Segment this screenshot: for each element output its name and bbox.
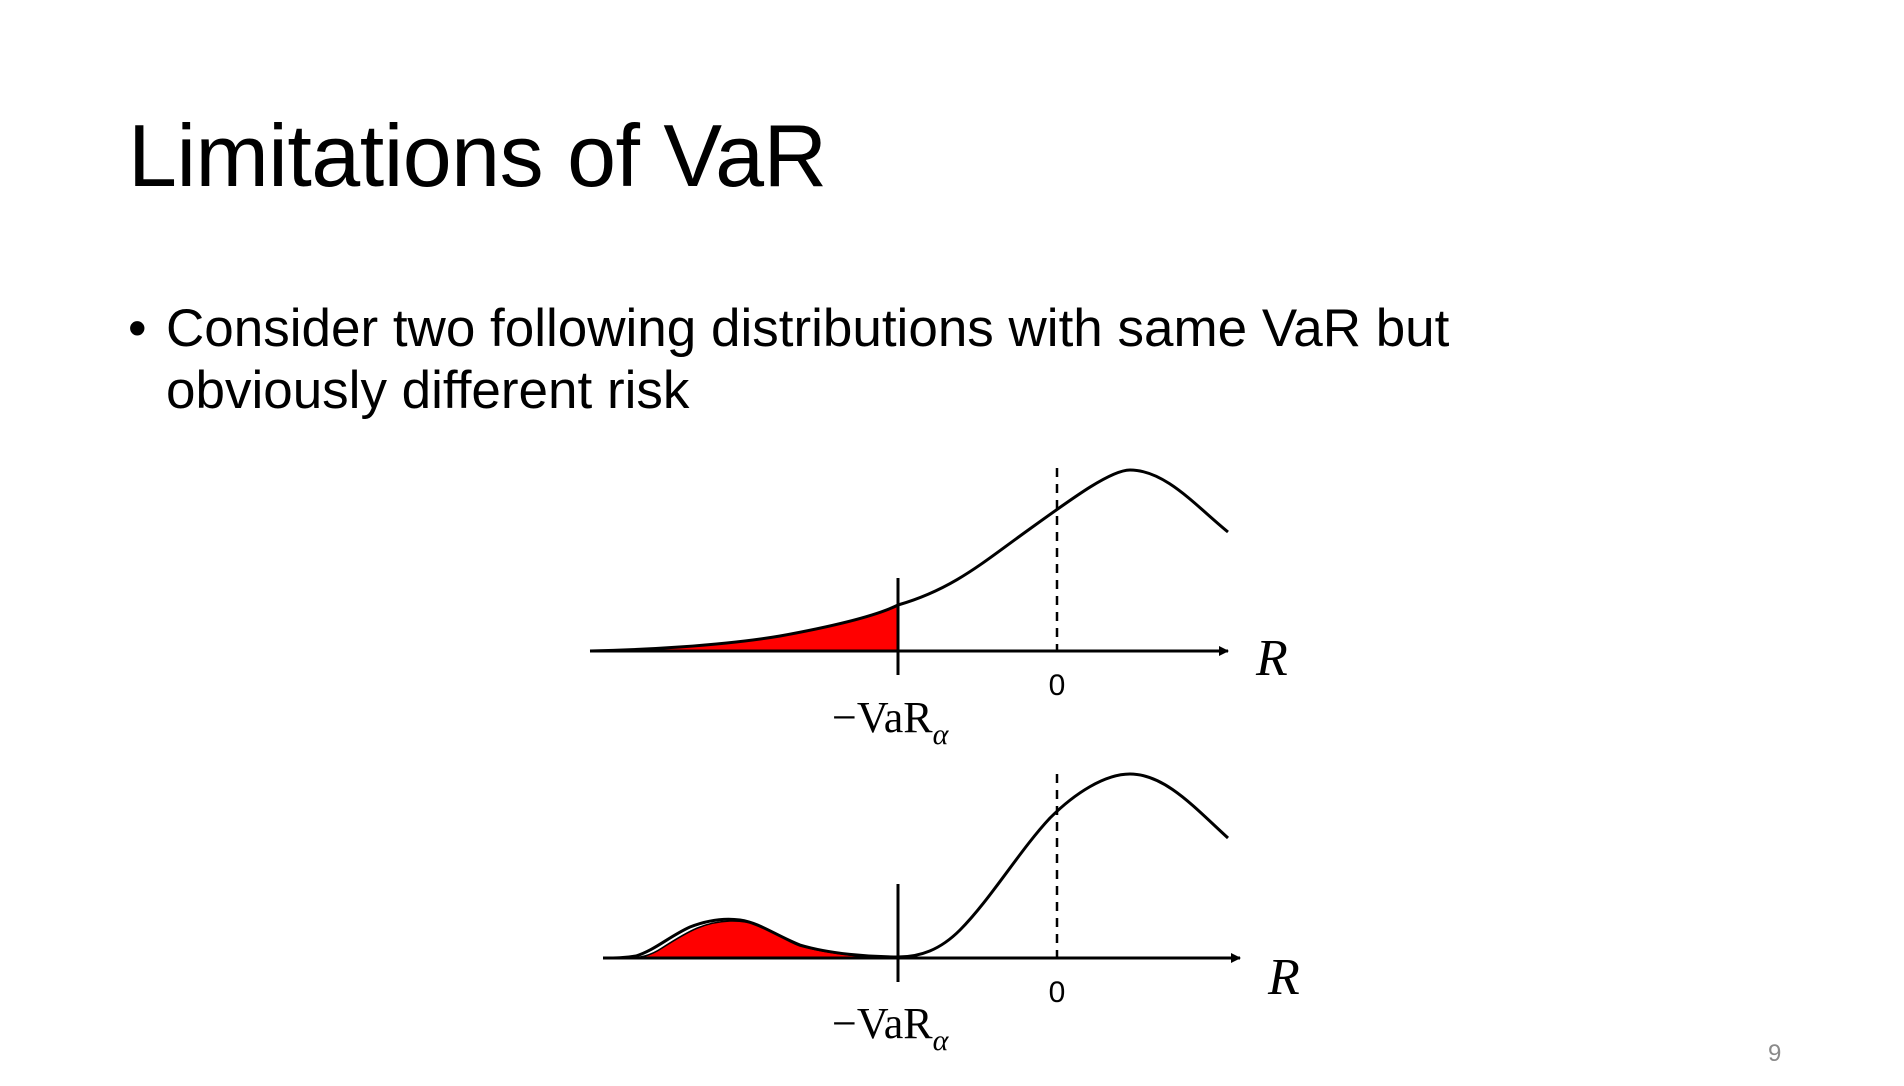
distribution-panel-bottom: 0 R −VaRα: [602, 772, 1300, 1057]
var-label-prefix: −VaR: [832, 999, 933, 1048]
var-label-bottom: −VaRα: [832, 999, 950, 1057]
axis-label-r-top: R: [1255, 630, 1288, 687]
bullet-marker: •: [128, 299, 147, 358]
var-label-subscript: α: [933, 1024, 950, 1057]
slide-title: Limitations of VaR: [128, 106, 827, 205]
page-number: 9: [1768, 1040, 1782, 1067]
axis-label-r-bottom: R: [1267, 949, 1300, 1006]
bullet-item: • Consider two following distributions w…: [128, 298, 1606, 422]
zero-label-top: 0: [1049, 669, 1066, 702]
var-label-top: −VaRα: [832, 693, 950, 751]
var-label-subscript: α: [933, 718, 950, 751]
tail-area-top: [589, 603, 899, 652]
density-curve-top: [589, 468, 1229, 653]
var-label-prefix: −VaR: [832, 693, 933, 742]
zero-label-bottom: 0: [1049, 976, 1066, 1009]
distribution-panel-top: 0 R −VaRα: [589, 468, 1288, 751]
bullet-list: • Consider two following distributions w…: [128, 298, 1628, 422]
bullet-text: Consider two following distributions wit…: [166, 299, 1450, 420]
